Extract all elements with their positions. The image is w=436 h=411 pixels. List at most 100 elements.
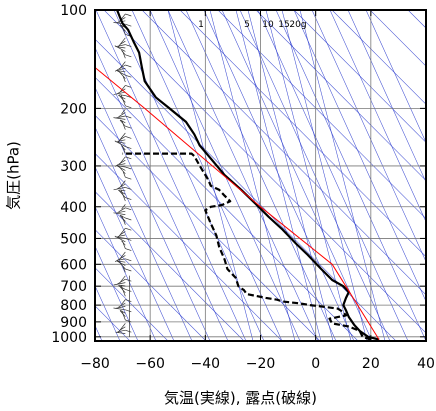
wind-barb <box>120 136 132 140</box>
mixing-ratio-label: 20g <box>289 20 306 30</box>
wind-barb <box>118 94 126 103</box>
wind-barb <box>113 307 132 313</box>
isotherm-line <box>179 10 426 258</box>
y-tick-label: 400 <box>60 200 87 216</box>
wind-barb <box>113 187 132 191</box>
wind-barb <box>119 284 126 287</box>
adiabat-line <box>275 10 426 341</box>
adiabat-line <box>365 10 426 144</box>
x-tick-label: 0 <box>311 356 320 372</box>
wind-barb <box>121 108 126 115</box>
wind-barb <box>121 310 132 323</box>
y-tick-label: 600 <box>60 257 87 273</box>
wind-barb <box>114 45 126 52</box>
wind-barb <box>120 231 126 236</box>
wind-barb <box>118 302 126 308</box>
y-tick-label: 800 <box>60 298 87 314</box>
wind-barb <box>122 76 126 83</box>
wind-barb <box>120 284 126 297</box>
adiabat-line <box>347 10 426 183</box>
wind-barb <box>121 215 126 225</box>
wind-barb <box>120 94 132 109</box>
x-tick-label: 20 <box>362 356 380 372</box>
wind-barb <box>119 214 132 221</box>
x-tick-label: −80 <box>80 356 110 372</box>
x-tick-label: −40 <box>191 356 221 372</box>
wind-barb <box>117 329 132 333</box>
wind-barb <box>119 94 132 98</box>
isotherm-line <box>331 10 426 105</box>
isotherm-line <box>293 10 426 143</box>
wind-barb <box>122 171 132 180</box>
wind-barb <box>118 285 126 294</box>
isotherm-line <box>255 10 426 181</box>
mixing-ratio-label: 1 <box>198 20 204 30</box>
wind-barb <box>117 259 132 272</box>
adiabat-line <box>131 10 283 341</box>
wind-barb <box>117 234 126 237</box>
wind-barb <box>120 189 126 202</box>
parcel-curve <box>95 67 380 340</box>
wind-barb <box>119 258 132 262</box>
wind-barb <box>113 282 126 286</box>
wind-barb <box>122 50 126 59</box>
adiabat-line <box>311 10 426 263</box>
wind-barb <box>120 85 132 92</box>
wind-barb <box>115 20 126 24</box>
isotherm-line <box>407 10 426 29</box>
wind-barb <box>116 70 132 78</box>
mixing-ratio-label: 15 <box>278 20 289 30</box>
wind-barb <box>120 326 126 331</box>
wind-barb <box>119 163 126 166</box>
y-tick-label: 1000 <box>51 330 87 346</box>
wind-barb <box>113 117 126 120</box>
wind-barb <box>117 139 126 142</box>
wind-barb <box>122 145 126 154</box>
wind-barb <box>120 180 126 188</box>
wind-barb <box>116 183 126 190</box>
isotherm-line <box>95 114 321 341</box>
x-tick-label: −60 <box>135 356 165 372</box>
wind-barb <box>121 13 132 19</box>
y-axis-title: 気圧(hPa) <box>5 141 23 210</box>
wind-barb <box>114 140 132 149</box>
wind-barb <box>114 235 126 243</box>
wind-barb <box>119 310 126 314</box>
y-tick-label: 100 <box>60 3 87 19</box>
y-tick-label: 900 <box>60 315 87 331</box>
mixing-ratio-line <box>281 10 368 341</box>
wind-barb <box>120 275 126 283</box>
wind-barb <box>113 91 126 95</box>
y-tick-label: 200 <box>60 101 87 117</box>
wind-barb <box>119 119 126 124</box>
x-tick-label: 40 <box>417 356 435 372</box>
adiabat-line <box>329 10 426 223</box>
wind-barb <box>113 212 126 215</box>
wind-barb <box>117 164 126 175</box>
x-axis-title: 気温(実線), 露点(破線) <box>164 389 317 407</box>
wind-barb <box>116 260 126 266</box>
x-tick-label: −20 <box>246 356 276 372</box>
wind-barb <box>120 40 126 45</box>
adiabat-line <box>95 166 175 341</box>
adiabat-line <box>113 10 265 341</box>
wind-barb <box>115 115 132 119</box>
wind-barb <box>117 69 126 79</box>
mixing-ratio-label: 10 <box>262 20 274 30</box>
adiabat-line <box>167 10 319 341</box>
wind-barb <box>119 189 126 192</box>
wind-barb <box>115 331 126 334</box>
isotherm-line <box>141 10 426 296</box>
temperature-profile <box>116 10 380 341</box>
wind-barb <box>118 112 126 118</box>
mixing-ratio-line <box>167 10 254 341</box>
y-tick-label: 700 <box>60 279 87 295</box>
adiabat-line <box>239 10 391 341</box>
wind-barb <box>122 266 126 273</box>
wind-barb <box>116 88 126 95</box>
wind-barb <box>115 306 126 309</box>
wind-barb <box>116 278 132 285</box>
mixing-ratio-line <box>299 10 386 341</box>
mixing-ratio-line <box>209 10 296 341</box>
